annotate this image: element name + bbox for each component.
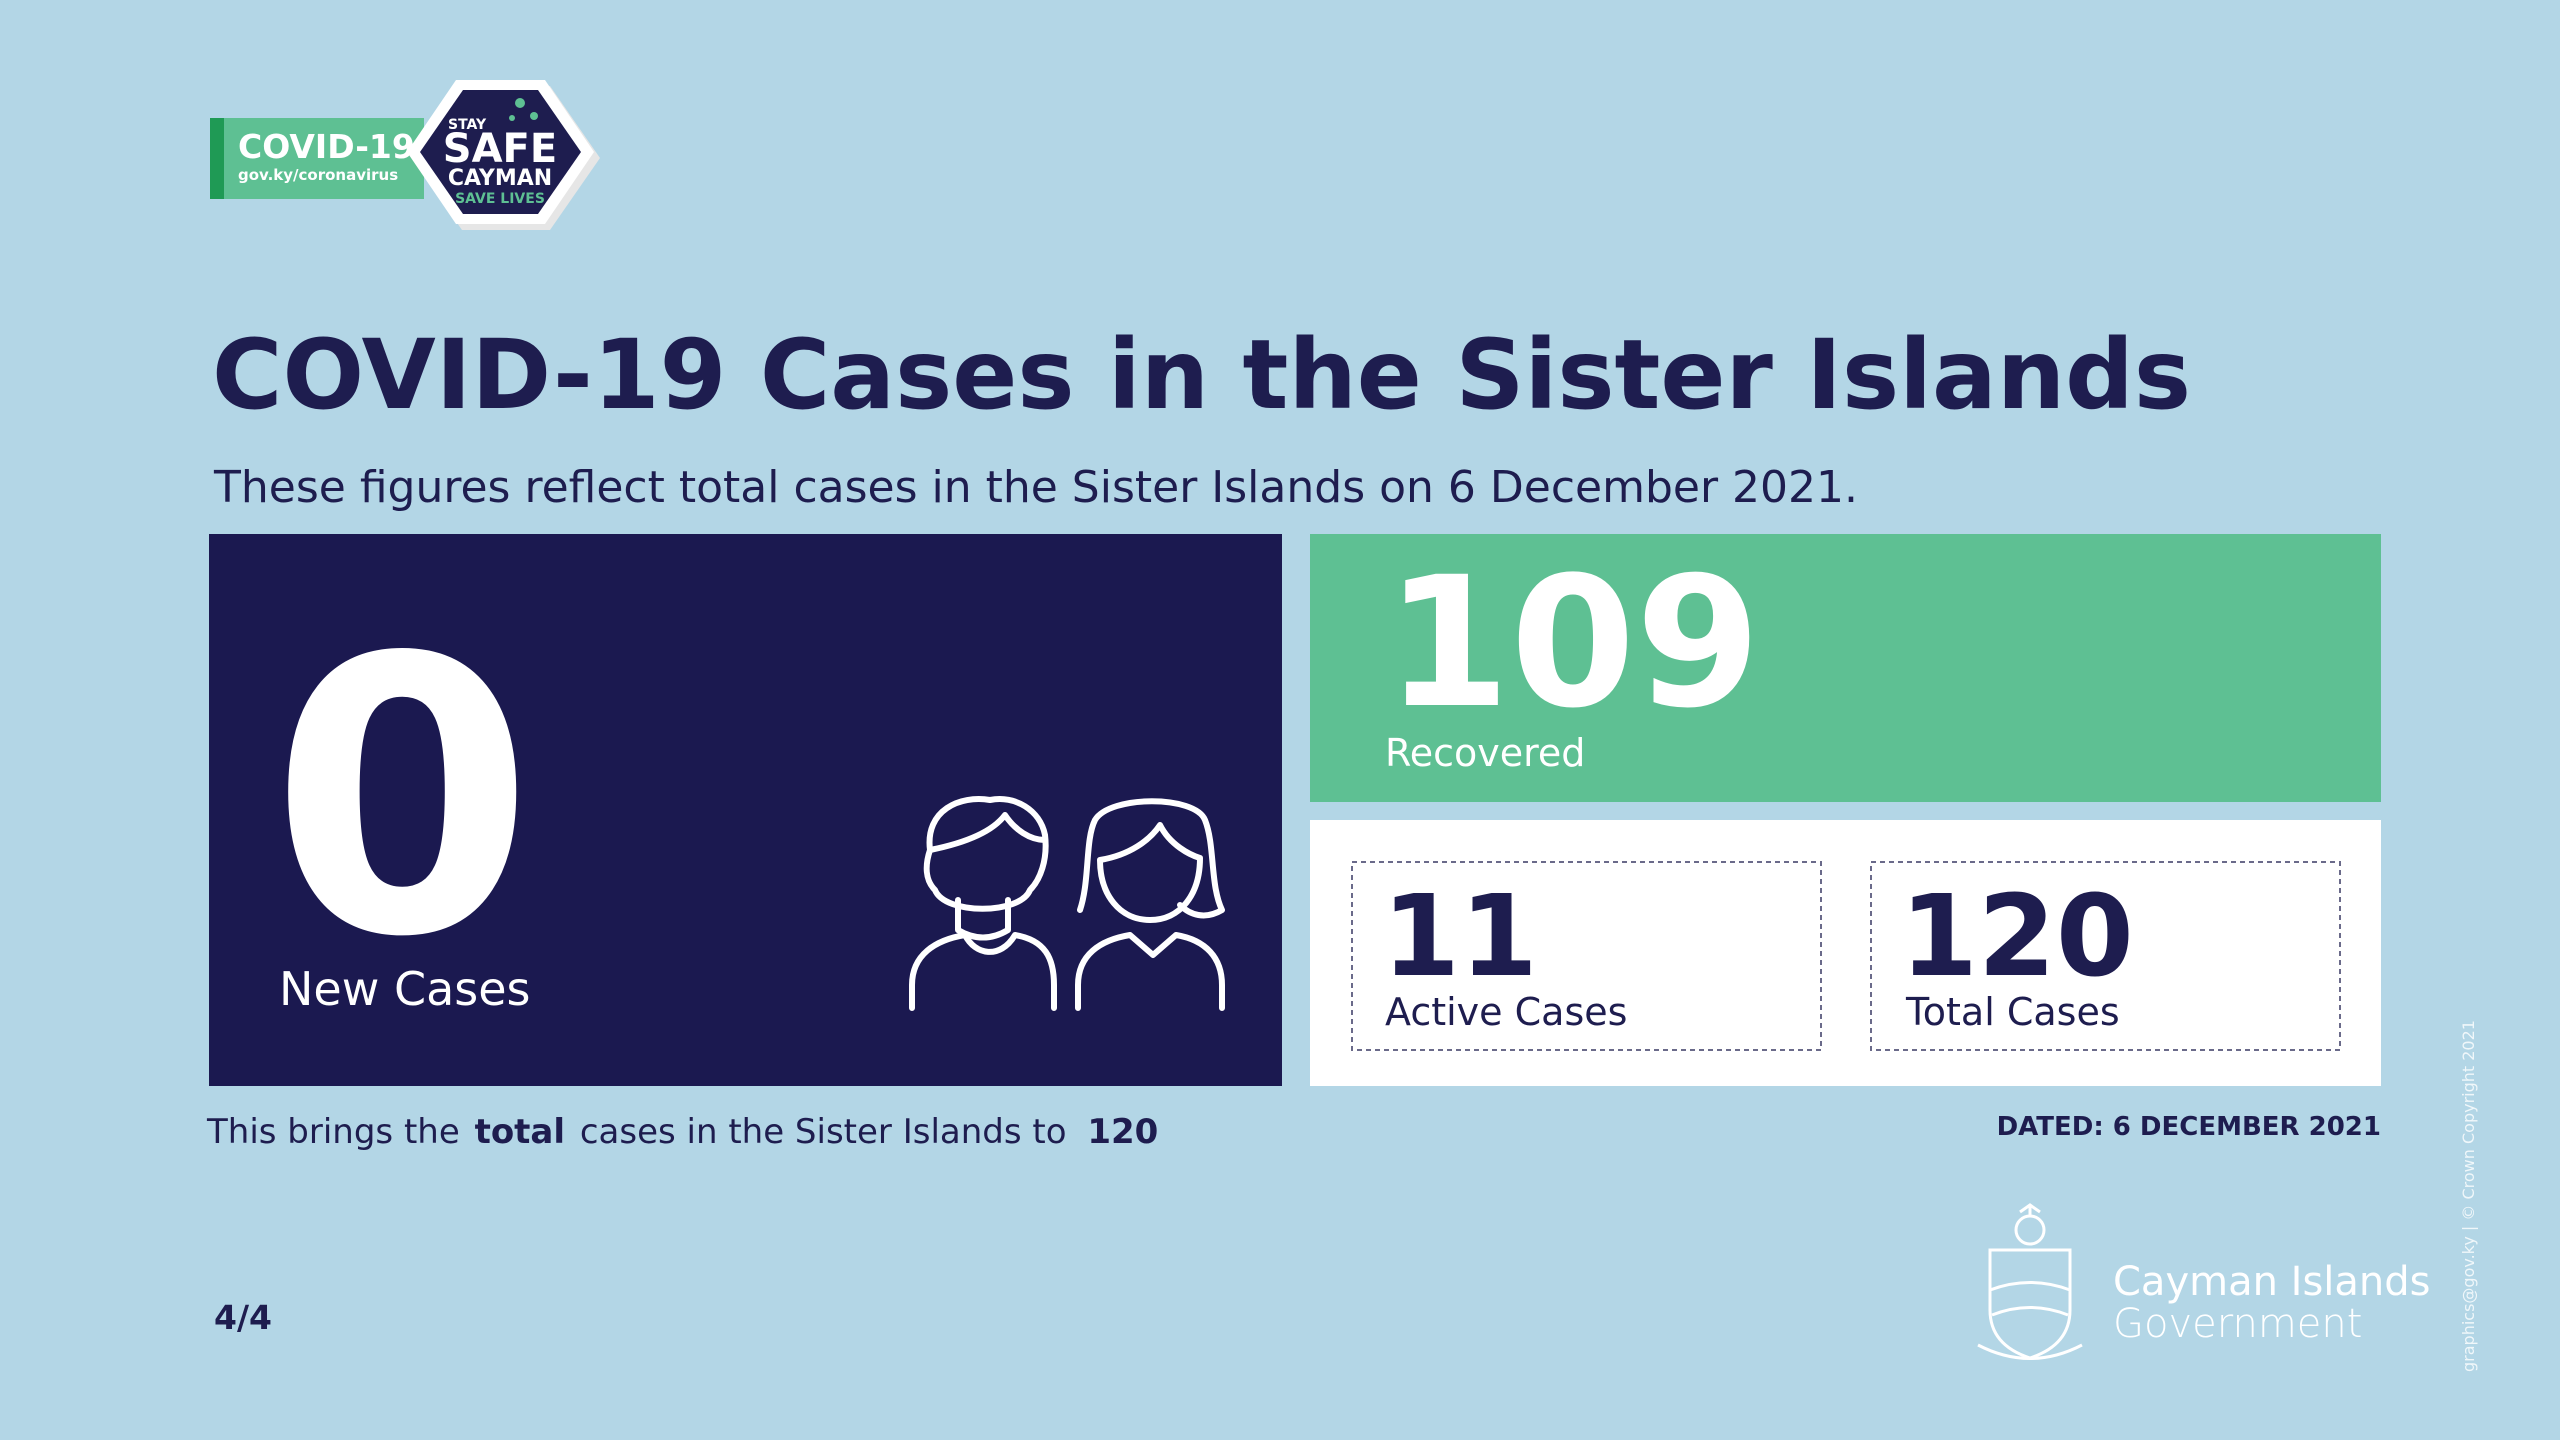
recovered-panel (1310, 534, 2381, 802)
person-neck (955, 897, 1011, 941)
summary-value: 120 (1087, 1112, 1158, 1152)
summary: This brings the total cases in the Siste… (206, 1112, 1158, 1152)
subtitle: These figures reflect total cases in the… (213, 462, 1858, 513)
summary-lead: This brings the (206, 1112, 460, 1152)
recovered-label: Recovered (1385, 731, 1585, 775)
counts-panel (1310, 820, 2381, 1086)
logo-stay: STAY (448, 117, 487, 133)
government-line2: Government (2113, 1301, 2362, 1347)
government-line1: Cayman Islands (2113, 1259, 2431, 1305)
person-head (923, 796, 1049, 912)
logo-dot (530, 112, 538, 120)
crest-scroll (1977, 1343, 2083, 1360)
logo-dot (509, 115, 515, 121)
logo-url: gov.ky/coronavirus (238, 166, 398, 184)
logo-safe: SAFE (443, 126, 557, 172)
summary-rest: cases in the Sister Islands to (580, 1112, 1067, 1152)
dated: DATED: 6 DECEMBER 2021 (1997, 1112, 2381, 1142)
logo-badge (224, 118, 424, 199)
credit: graphics@gov.ky | © Crown Copyright 2021 (2459, 1020, 2478, 1372)
people-icon (909, 796, 1225, 1011)
logo-save-lives: SAVE LIVES (455, 191, 545, 207)
person-hair (927, 812, 1048, 853)
logo-badge-text: COVID-19 (238, 127, 415, 166)
active-value: 11 (1382, 872, 1538, 1002)
person-body (909, 932, 1057, 1011)
new-cases-label: New Cases (279, 962, 531, 1016)
covid-logo: COVID-19 gov.ky/coronavirus STAY SAFE CA… (210, 80, 600, 230)
page-number: 4/4 (214, 1298, 272, 1337)
logo-dot (515, 98, 525, 108)
total-value: 120 (1900, 872, 2134, 1002)
active-box (1351, 861, 1822, 1051)
logo-stripe (210, 118, 224, 199)
total-label: Total Cases (1905, 990, 2120, 1034)
person-hair (1077, 798, 1225, 919)
logo-cayman: CAYMAN (448, 166, 552, 191)
crest-pineapple (2019, 1203, 2041, 1216)
active-label: Active Cases (1385, 990, 1627, 1034)
person-body (1075, 932, 1225, 1011)
crest-waves (1989, 1281, 2071, 1317)
logo-hex (420, 90, 581, 214)
title: COVID-19 Cases in the Sister Islands (212, 319, 2191, 431)
summary-emphasis: total (475, 1112, 565, 1152)
person-head (1097, 822, 1203, 923)
total-box (1870, 861, 2341, 1051)
recovered-value: 109 (1385, 539, 1761, 748)
crest (1977, 1203, 2083, 1360)
new-cases-value: 0 (270, 577, 534, 1020)
